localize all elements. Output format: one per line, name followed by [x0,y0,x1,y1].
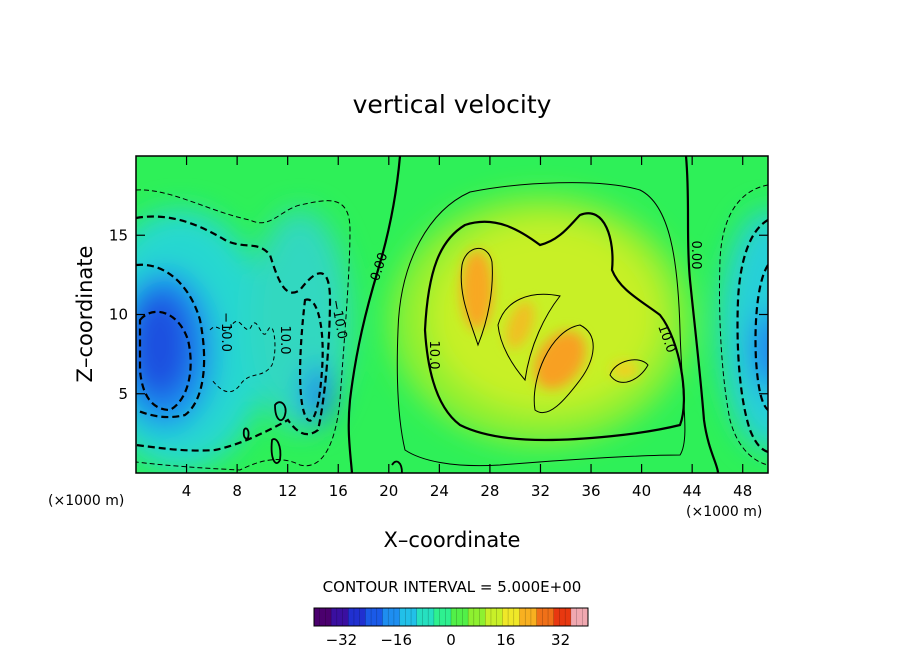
x-tick-label-10: 44 [683,482,702,500]
x-axis-label: X–coordinate [384,528,521,552]
x-tick-label-0: 4 [182,482,192,500]
contour-zero-left [347,156,402,473]
updraft-core-3 [505,301,535,349]
colorbar-swatch-15 [570,608,589,626]
contour-wiggle [209,321,276,393]
colorbar-tick-label-2: 0 [446,631,456,649]
x-tick-label-4: 20 [379,482,398,500]
contour-neg-center [299,298,324,422]
downdraft-left-core [136,290,192,400]
contour-neg10-left [136,215,332,452]
x-tick-label-1: 8 [232,482,242,500]
colorbar-swatch-7 [433,608,452,626]
contour-neg15-left [136,263,206,419]
colorbar-swatch-0 [314,608,332,626]
contour-pos15-a [460,248,493,347]
x-tick-label-6: 28 [480,482,499,500]
y-tick-label-2: 15 [109,226,128,244]
colorbar-tick-label-4: 32 [551,631,570,649]
contour-label-group: 0.00 0.00 10.0 −10.0 −10.0 10.0 10.0 [218,241,703,370]
contour-label-4: −10.0 [328,298,350,340]
y-axis-ticks: 5 10 15 [109,226,768,403]
colorbar-swatch-8 [451,608,469,626]
color-field [136,195,768,470]
colorbar-swatch-12 [519,608,538,626]
contour-neg5-left [136,189,351,471]
contour-neg20-left [138,310,192,412]
colorbar-tick-label-3: 16 [496,631,515,649]
colorbar-tick-label-0: −32 [326,631,358,649]
plot-area: 0.00 0.00 10.0 −10.0 −10.0 10.0 10.0 [136,156,768,473]
colorbar-swatch-13 [536,608,555,626]
updraft-core-1 [461,250,493,330]
contour-small-4 [391,460,403,473]
contour-lines [136,156,768,473]
contour-pos10 [423,212,686,442]
downdraft-center-core [304,365,332,425]
x-axis-unit-left: (×1000 m) [48,493,124,509]
colorbar-swatch-10 [485,608,503,626]
contour-label-2: 0.00 [688,241,703,270]
x-tick-label-5: 24 [430,482,449,500]
colorbar-swatch-11 [502,608,520,626]
colorbar-swatch-2 [348,608,366,626]
x-tick-label-9: 40 [632,482,651,500]
colorbar-swatch-4 [382,608,401,626]
colorbar-swatch-5 [399,608,418,626]
contour-label-6: 10.0 [426,341,441,370]
colorbar-frame [313,607,589,627]
contour-neg15-right [754,264,768,411]
colorbar-swatch-9 [468,608,486,626]
x-tick-label-11: 48 [733,482,752,500]
contour-small-1 [274,401,287,422]
chart-title: vertical velocity [353,90,552,119]
x-tick-label-2: 12 [278,482,297,500]
y-tick-label-0: 5 [118,385,128,403]
contour-pos15-b [497,293,561,382]
y-axis-label: Z–coordinate [73,246,97,383]
colorbar [313,607,589,627]
contour-zero-right [684,156,720,473]
contour-small-2 [242,427,250,440]
downdraft-right-region [720,210,768,450]
contour-label-3: 10.0 [277,326,292,355]
colorbar-swatch-3 [365,608,383,626]
updraft-core-4 [611,361,639,379]
x-tick-label-8: 36 [581,482,600,500]
contour-label-5: −10.0 [218,312,233,352]
updraft-core-2 [534,330,586,390]
x-axis-unit-right: (×1000 m) [686,504,762,520]
contour-small-3 [270,438,282,464]
updraft-cores [461,250,639,390]
colorbar-ticks: −32 −16 0 16 32 [326,631,571,649]
y-tick-label-1: 10 [109,306,128,324]
x-axis-ticks: 4 8 12 16 20 24 28 32 36 40 44 48 [182,156,752,500]
contour-interval-text: CONTOUR INTERVAL = 5.000E+00 [323,578,582,596]
contour-pos15-d [609,359,649,383]
contour-neg10-right [736,219,768,454]
colorbar-tick-label-1: −16 [380,631,412,649]
contour-neg5-right [718,184,768,466]
x-tick-label-3: 16 [329,482,348,500]
x-tick-label-7: 32 [531,482,550,500]
contour-pos15-c [533,324,594,414]
colorbar-swatch-6 [416,608,435,626]
colorbar-swatch-1 [331,608,349,626]
colorbar-swatch-14 [553,608,572,626]
